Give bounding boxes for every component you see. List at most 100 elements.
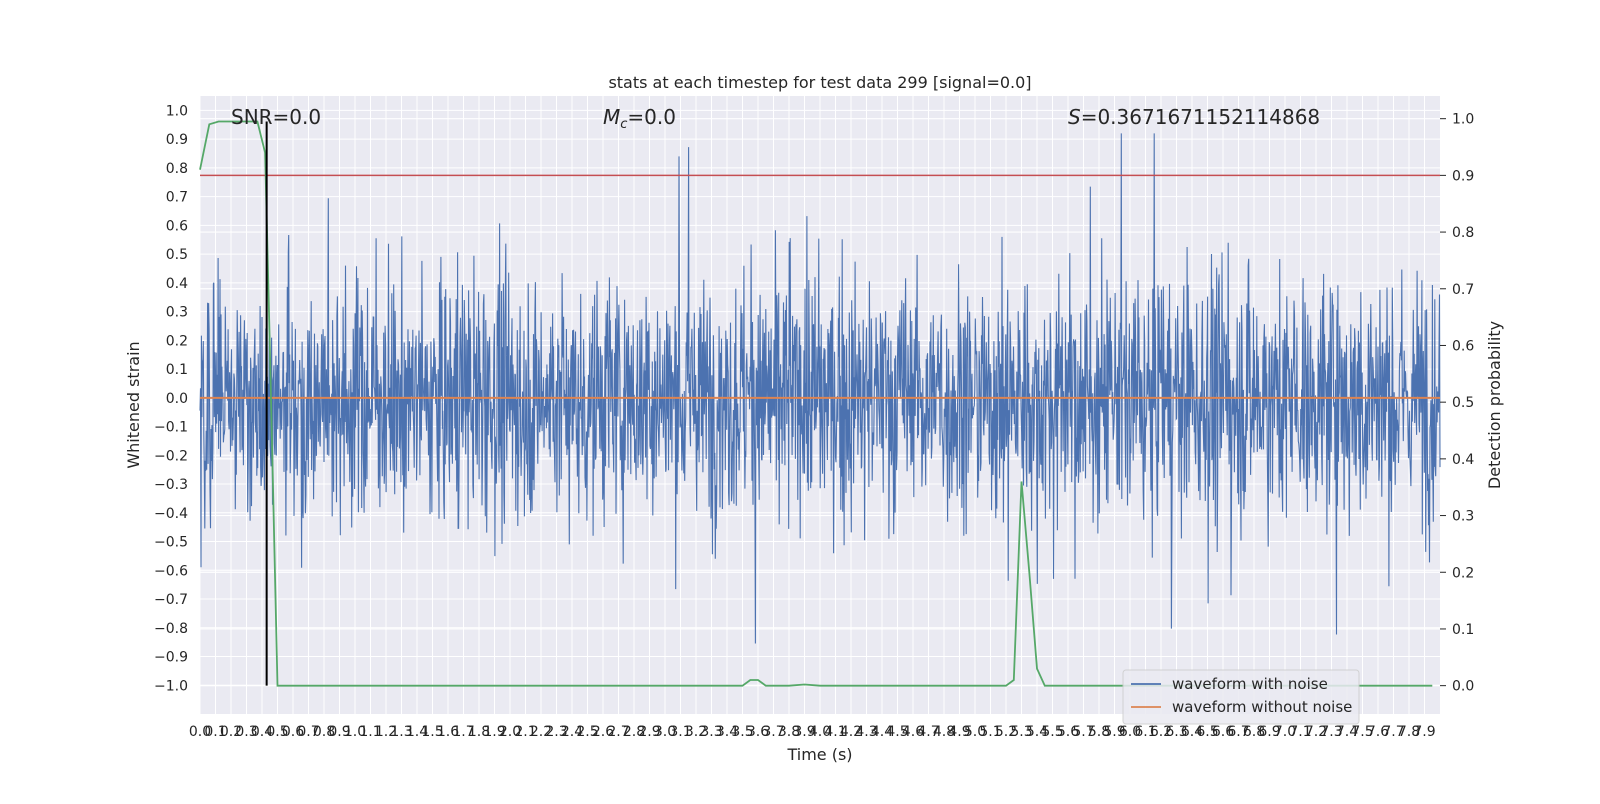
x-tick-label: 2.9 xyxy=(638,724,660,740)
x-tick-label: 5.3 xyxy=(1010,724,1032,740)
y-tick-label: 0.1 xyxy=(166,362,188,378)
y-tick-label: 0.8 xyxy=(166,161,188,177)
y2-tick-label: 0.8 xyxy=(1452,225,1474,241)
x-tick-label: 5.6 xyxy=(1057,724,1079,740)
x-tick-label: 1.5 xyxy=(421,724,443,740)
x-tick-label: 4.3 xyxy=(855,724,877,740)
y-tick-label: −0.6 xyxy=(154,563,188,579)
x-tick-label: 6.6 xyxy=(1212,724,1234,740)
y-tick-label: −0.7 xyxy=(154,592,188,608)
s-symbol: S xyxy=(1068,105,1081,129)
x-tick-label: 3.3 xyxy=(700,724,722,740)
x-tick-label: 7.8 xyxy=(1398,724,1420,740)
x-tick-label: 0.3 xyxy=(235,724,257,740)
x-tick-label: 3.6 xyxy=(747,724,769,740)
x-tick-label: 3.9 xyxy=(793,724,815,740)
x-tick-label: 7.2 xyxy=(1305,724,1327,740)
chart-title: stats at each timestep for test data 299… xyxy=(608,73,1031,92)
s-annotation: S=0.3671671152114868 xyxy=(1068,105,1320,129)
x-tick-label: 7.9 xyxy=(1413,724,1435,740)
x-tick-label: 4.1 xyxy=(824,724,846,740)
x-tick-label: 3.4 xyxy=(716,724,738,740)
y-tick-label: 0.5 xyxy=(166,247,188,263)
x-tick-label: 5.2 xyxy=(995,724,1017,740)
x-tick-label: 3.2 xyxy=(685,724,707,740)
y-tick-label: −0.2 xyxy=(154,448,188,464)
x-tick-label: 4.8 xyxy=(933,724,955,740)
x-tick-label: 2.1 xyxy=(514,724,536,740)
x-tick-label: 5.8 xyxy=(1088,724,1110,740)
x-tick-label: 0.2 xyxy=(220,724,242,740)
detection-probability-line xyxy=(199,120,1433,687)
y2-tick-label: 0.7 xyxy=(1452,282,1474,298)
mc-symbol: M xyxy=(603,105,620,129)
y-tick-label: −0.5 xyxy=(154,535,188,551)
mc-value: =0.0 xyxy=(627,105,676,129)
y2-tick-label: 0.6 xyxy=(1452,338,1474,354)
x-tick-label: 1.9 xyxy=(483,724,505,740)
series-lines xyxy=(199,120,1440,687)
y-tick-label: −0.1 xyxy=(154,420,188,436)
x-tick-label: 0.4 xyxy=(251,724,273,740)
x-tick-label: 7.3 xyxy=(1320,724,1342,740)
y2-tick-label: 0.4 xyxy=(1452,452,1474,468)
x-tick-label: 1.7 xyxy=(452,724,474,740)
y-tick-label: 0.6 xyxy=(166,218,188,234)
x-tick-label: 6.2 xyxy=(1150,724,1172,740)
y-tick-label: 0.0 xyxy=(166,391,188,407)
x-tick-label: 2.3 xyxy=(545,724,567,740)
x-tick-label: 7.6 xyxy=(1367,724,1389,740)
mc-subscript: c xyxy=(620,117,627,132)
x-tick-label: 4.7 xyxy=(917,724,939,740)
y-tick-label: 0.7 xyxy=(166,190,188,206)
x-tick-label: 7.0 xyxy=(1274,724,1296,740)
x-tick-label: 5.1 xyxy=(979,724,1001,740)
axes: stats at each timestep for test data 299… xyxy=(124,73,1504,764)
x-tick-label: 1.6 xyxy=(437,724,459,740)
y2-tick-label: 0.3 xyxy=(1452,509,1474,525)
y-tick-label: −0.9 xyxy=(154,650,188,666)
y2-tick-label: 0.9 xyxy=(1452,168,1474,184)
x-tick-label: 7.4 xyxy=(1336,724,1358,740)
x-tick-label: 1.8 xyxy=(468,724,490,740)
x-tick-label: 2.7 xyxy=(607,724,629,740)
x-tick-label: 6.1 xyxy=(1134,724,1156,740)
y-tick-label: 1.0 xyxy=(166,103,188,119)
x-tick-label: 7.7 xyxy=(1382,724,1404,740)
x-tick-label: 4.5 xyxy=(886,724,908,740)
x-tick-label: 1.1 xyxy=(359,724,381,740)
x-tick-label: 3.8 xyxy=(778,724,800,740)
x-tick-label: 2.0 xyxy=(499,724,521,740)
legend-label-noise: waveform with noise xyxy=(1172,675,1328,693)
s-value: =0.3671671152114868 xyxy=(1081,105,1320,129)
x-tick-label: 6.8 xyxy=(1243,724,1265,740)
x-tick-label: 2.4 xyxy=(561,724,583,740)
y2-tick-label: 1.0 xyxy=(1452,112,1474,128)
y-tick-label: −1.0 xyxy=(154,678,188,694)
y-tick-label: 0.3 xyxy=(166,305,188,321)
x-tick-label: 0.5 xyxy=(266,724,288,740)
x-tick-label: 0.1 xyxy=(204,724,226,740)
y-tick-label: 0.4 xyxy=(166,276,188,292)
x-tick-label: 2.5 xyxy=(576,724,598,740)
y-tick-label: 0.9 xyxy=(166,132,188,148)
x-tick-label: 3.5 xyxy=(731,724,753,740)
x-tick-label: 0.8 xyxy=(313,724,335,740)
x-tick-label: 6.4 xyxy=(1181,724,1203,740)
legend: waveform with noise waveform without noi… xyxy=(1122,669,1360,725)
x-tick-label: 3.1 xyxy=(669,724,691,740)
x-tick-label: 4.9 xyxy=(948,724,970,740)
x-tick-label: 4.4 xyxy=(871,724,893,740)
x-tick-label: 7.1 xyxy=(1289,724,1311,740)
x-tick-label: 4.6 xyxy=(902,724,924,740)
legend-label-clean: waveform without noise xyxy=(1172,698,1352,716)
y2-tick-label: 0.2 xyxy=(1452,565,1474,581)
y-tick-label: −0.3 xyxy=(154,477,188,493)
x-tick-label: 1.0 xyxy=(344,724,366,740)
x-tick-label: 6.7 xyxy=(1227,724,1249,740)
y2-tick-label: 0.1 xyxy=(1452,622,1474,638)
x-tick-label: 0.7 xyxy=(297,724,319,740)
x-tick-label: 5.7 xyxy=(1072,724,1094,740)
x-tick-label: 5.5 xyxy=(1041,724,1063,740)
